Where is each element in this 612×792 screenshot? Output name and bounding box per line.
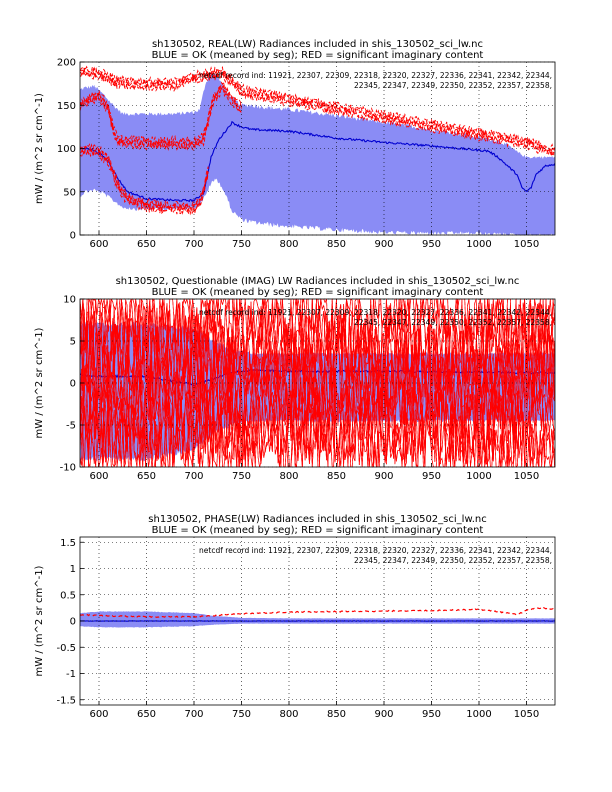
chart-subtitle: BLUE = OK (meaned by seg); RED = signifi…	[152, 50, 484, 61]
significant-dashed-line	[80, 606, 555, 619]
x-tick-label: 950	[422, 239, 441, 250]
grid	[80, 298, 555, 468]
record-note-line-1: netcdf record ind: 11921, 22307, 22309, …	[199, 546, 552, 555]
plot-area	[80, 65, 555, 235]
x-tick-label: 1000	[466, 239, 491, 250]
x-tick-label: 800	[279, 709, 298, 720]
chart-subtitle: BLUE = OK (meaned by seg); RED = signifi…	[152, 287, 484, 298]
x-tick-label: 850	[327, 471, 346, 482]
ticks: 600 650 700 750 800 850 900 950 1000 1050 -1.5 -1 -0…	[56, 538, 539, 720]
chart-panel-1: sh130502, REAL(LW) Radiances included in…	[34, 39, 556, 251]
series-ok_band-0	[80, 611, 555, 628]
significant-noise-dashed	[80, 299, 555, 467]
chart-panel-3: sh130502, PHASE(LW) Radiances included i…	[34, 514, 556, 720]
x-tick-label: 900	[374, 709, 393, 720]
y-tick-label: 0	[70, 231, 76, 242]
x-tick-label: 800	[279, 239, 298, 250]
chart-panel-2: sh130502, Questionable (IMAG) LW Radianc…	[34, 276, 556, 483]
record-note-line-2: 22345, 22347, 22349, 22350, 22352, 22357…	[354, 556, 552, 565]
x-tick-label: 1050	[514, 471, 539, 482]
y-tick-label: 10	[63, 295, 76, 306]
record-note-line-1: netcdf record ind: 11921, 22307, 22309, …	[199, 308, 552, 317]
x-tick-label: 650	[137, 239, 156, 250]
ticks: 600 650 700 750 800 850 900 950 1000 1050 0 50 100 15…	[57, 58, 539, 251]
y-tick-label: 1.5	[60, 538, 76, 549]
y-tick-label: 150	[57, 101, 76, 112]
y-tick-label: 100	[57, 144, 76, 155]
y-tick-label: -1.5	[56, 695, 76, 706]
y-tick-label: 0	[70, 617, 76, 628]
significant-trace	[80, 65, 555, 156]
grid	[80, 61, 555, 236]
y-axis-label: mW / (m^2 sr cm^-1)	[34, 565, 45, 676]
x-tick-label: 750	[232, 471, 251, 482]
x-tick-label: 950	[422, 471, 441, 482]
y-axis-label: mW / (m^2 sr cm^-1)	[34, 93, 45, 204]
x-tick-label: 1050	[514, 239, 539, 250]
y-tick-label: 1	[70, 564, 76, 575]
record-note-line-2: 22345, 22347, 22349, 22350, 22352, 22357…	[354, 318, 552, 327]
series-significant-3	[80, 80, 242, 151]
x-tick-label: 600	[89, 239, 108, 250]
y-tick-label: -0.5	[56, 643, 76, 654]
x-tick-label: 900	[374, 239, 393, 250]
series-significant-3	[80, 299, 555, 467]
plot-area	[80, 299, 555, 467]
x-tick-label: 750	[232, 239, 251, 250]
significant-trace	[80, 80, 242, 151]
y-tick-label: -1	[66, 669, 76, 680]
y-tick-label: 50	[63, 187, 76, 198]
series-significant-2	[80, 606, 555, 619]
series-significant-4	[80, 143, 209, 216]
series-ok_band-0	[80, 71, 555, 235]
x-tick-label: 700	[184, 239, 203, 250]
chart-title: sh130502, REAL(LW) Radiances included in…	[152, 39, 483, 50]
y-tick-label: 200	[57, 58, 76, 69]
x-tick-label: 750	[232, 709, 251, 720]
y-tick-label: -10	[60, 463, 76, 474]
x-tick-label: 900	[374, 471, 393, 482]
chart-title: sh130502, Questionable (IMAG) LW Radianc…	[116, 276, 520, 287]
x-tick-label: 850	[327, 239, 346, 250]
y-axis-label: mW / (m^2 sr cm^-1)	[34, 327, 45, 438]
chart-subtitle: BLUE = OK (meaned by seg); RED = signifi…	[152, 525, 484, 536]
y-tick-label: 0.5	[60, 590, 76, 601]
series-significant-2	[80, 65, 555, 156]
x-tick-label: 650	[137, 709, 156, 720]
x-tick-label: 1050	[514, 709, 539, 720]
x-tick-label: 600	[89, 471, 108, 482]
x-tick-label: 800	[279, 471, 298, 482]
x-tick-label: 1000	[466, 471, 491, 482]
x-tick-label: 600	[89, 709, 108, 720]
record-note-line-1: netcdf record ind: 11921, 22307, 22309, …	[199, 71, 552, 80]
series-ok_mean-1	[80, 120, 555, 203]
significant-trace	[80, 143, 209, 216]
y-tick-label: 5	[70, 337, 76, 348]
x-tick-label: 700	[184, 709, 203, 720]
grid	[80, 537, 555, 705]
ok-band-spikes	[80, 80, 555, 235]
x-tick-label: 950	[422, 709, 441, 720]
ticks: 600 650 700 750 800 850 900 950 1000 1050 -10 -5 0 5 1…	[60, 295, 540, 483]
x-tick-label: 850	[327, 709, 346, 720]
x-tick-label: 700	[184, 471, 203, 482]
plot-area	[80, 606, 555, 628]
y-tick-label: -5	[66, 421, 76, 432]
x-tick-label: 650	[137, 471, 156, 482]
x-tick-label: 1000	[466, 709, 491, 720]
ok-mean-line	[80, 120, 555, 203]
record-note-line-2: 22345, 22347, 22349, 22350, 22352, 22357…	[354, 81, 552, 90]
chart-title: sh130502, PHASE(LW) Radiances included i…	[148, 514, 486, 525]
y-tick-label: 0	[70, 379, 76, 390]
